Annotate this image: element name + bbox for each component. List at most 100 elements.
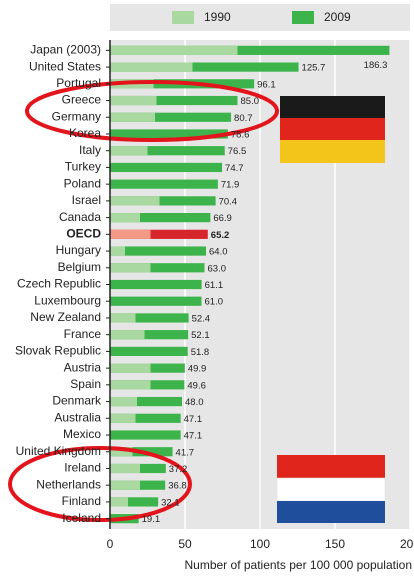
y-tick-label: Slovak Republic xyxy=(15,344,101,358)
data-label: 71.9 xyxy=(221,180,240,191)
y-tick-label: Korea xyxy=(69,126,101,140)
bar-1990 xyxy=(110,95,157,106)
data-label: 52.1 xyxy=(191,330,210,341)
data-label: 65.2 xyxy=(211,230,230,241)
bar-1990 xyxy=(110,112,155,122)
y-tick-label: Poland xyxy=(64,176,101,190)
y-tick-label: France xyxy=(64,327,102,341)
data-label: 63.0 xyxy=(208,263,227,274)
y-tick-label: Iceland xyxy=(62,511,101,525)
bar-2009 xyxy=(110,213,211,223)
y-tick-label: OECD xyxy=(66,226,101,240)
legend-background xyxy=(110,4,410,31)
bar-2009 xyxy=(110,146,225,156)
bar-2009 xyxy=(110,497,159,507)
legend-swatch xyxy=(292,11,314,24)
data-label: 125.7 xyxy=(302,63,326,74)
bar-2009 xyxy=(110,296,202,306)
y-tick-label: Canada xyxy=(59,210,101,224)
flag-stripe xyxy=(277,455,385,478)
x-axis-title: Number of patients per 100 000 populatio… xyxy=(185,558,413,572)
y-tick-label: Finland xyxy=(62,494,101,508)
data-label: 74.7 xyxy=(225,163,244,174)
data-label: 36.8 xyxy=(168,481,187,492)
data-label: 76.5 xyxy=(228,146,247,157)
legend-label: 2009 xyxy=(324,10,351,24)
bar-2009 xyxy=(110,396,182,407)
data-label: 41.7 xyxy=(176,447,195,458)
x-tick-label: 150 xyxy=(325,537,345,551)
legend-swatch xyxy=(172,11,194,24)
data-label: 32.1 xyxy=(161,497,180,508)
bar-2009 xyxy=(110,229,208,239)
data-label: 49.9 xyxy=(188,364,207,375)
data-label: 37.2 xyxy=(169,464,188,475)
legend-label: 1990 xyxy=(204,10,231,24)
data-label: 64.0 xyxy=(209,247,228,258)
y-tick-label: Australia xyxy=(54,410,101,424)
x-tick-label: 50 xyxy=(178,537,192,551)
bar-1990 xyxy=(110,380,151,390)
y-tick-label: Italy xyxy=(79,143,101,157)
data-label: 49.6 xyxy=(187,380,206,391)
data-label: 96.1 xyxy=(257,79,276,90)
data-label: 78.6 xyxy=(231,129,250,140)
bar-1990 xyxy=(110,246,125,256)
bar-2009 xyxy=(110,62,299,72)
y-tick-label: Belgium xyxy=(58,260,101,274)
y-tick-label: Netherlands xyxy=(36,477,101,491)
y-tick-label: New Zealand xyxy=(30,310,101,324)
y-tick-label: Hungary xyxy=(56,243,101,257)
bar-1990 xyxy=(110,213,140,223)
bar-1990 xyxy=(110,229,151,239)
bar-1990 xyxy=(110,497,128,507)
bar-2009 xyxy=(110,246,206,256)
bar-2009 xyxy=(110,263,205,273)
flag-stripe xyxy=(280,96,385,118)
bar-1990 xyxy=(110,45,238,55)
y-tick-label: Turkey xyxy=(65,160,101,174)
highlight-ellipse xyxy=(8,446,192,522)
bar-2009 xyxy=(110,112,232,122)
bar-2009 xyxy=(110,313,189,323)
germany-flag xyxy=(280,96,385,163)
bar-2009 xyxy=(110,179,218,189)
flag-stripe xyxy=(280,140,385,163)
data-label: 80.7 xyxy=(234,113,253,124)
bar-2009 xyxy=(110,413,181,423)
data-label: 51.8 xyxy=(191,347,210,358)
bar-1990 xyxy=(110,62,193,72)
flag-stripe xyxy=(276,477,386,502)
bar-1990 xyxy=(110,146,148,156)
x-tick-label: 100 xyxy=(250,537,270,551)
data-label: 61.0 xyxy=(205,297,224,308)
bar-1990 xyxy=(110,313,136,323)
bar-2009 xyxy=(110,430,181,440)
y-tick-label: Spain xyxy=(70,377,101,391)
bar-1990 xyxy=(110,447,133,457)
bar-1990 xyxy=(110,330,145,340)
bar-1990 xyxy=(110,263,151,273)
x-tick-label: 200 xyxy=(400,537,414,551)
bar-2009 xyxy=(110,346,188,356)
bar-1990 xyxy=(110,363,151,373)
flag-stripe xyxy=(280,118,385,140)
y-tick-label: Portugal xyxy=(56,76,101,90)
data-label: 70.4 xyxy=(219,196,238,207)
bar-2009 xyxy=(110,162,223,173)
y-tick-label: United Kingdom xyxy=(16,444,101,458)
y-tick-label: Denmark xyxy=(52,394,102,408)
y-tick-label: Ireland xyxy=(64,461,101,475)
flag-stripe xyxy=(277,501,385,523)
y-tick-label: Israel xyxy=(72,193,101,207)
bar-1990 xyxy=(110,396,137,407)
bar-1990 xyxy=(110,463,140,474)
data-label: 19.1 xyxy=(142,514,161,525)
data-label: 47.1 xyxy=(184,414,203,425)
bar-2009 xyxy=(110,129,228,139)
bar-2009 xyxy=(110,196,216,206)
data-label: 186.3 xyxy=(364,60,388,71)
y-tick-label: Czech Republic xyxy=(17,277,101,291)
